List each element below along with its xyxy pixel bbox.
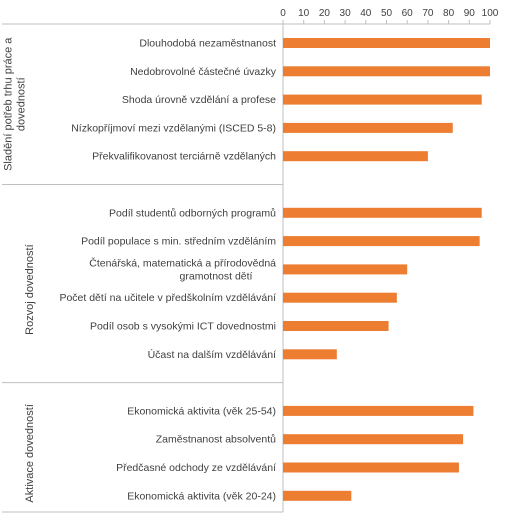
x-tick-label: 60 [402,8,414,19]
bar [283,94,482,105]
category-label: Překvalifikovanost terciárně vzdělaných [92,151,276,163]
category-label: Účast na dalším vzdělávání [148,348,276,361]
bar [283,321,389,331]
group-label: Rozvoj dovedností [24,244,36,335]
bar [283,207,482,218]
bar [283,236,480,247]
x-tick-label: 10 [298,8,310,19]
group-label: Sladění potřeb trhu práce a [3,37,15,171]
x-tick-label: 80 [443,8,455,19]
category-label: Dlouhodobá nezaměstnanost [139,38,276,50]
bar [283,292,397,303]
category-label: Podíl osob s vysokými ICT dovednostmi [90,321,276,333]
category-label: Shoda úrovně vzdělání a profese [122,94,276,106]
bar [283,462,459,473]
bar [283,122,453,133]
category-label: Podíl studentů odborných programů [109,207,276,219]
group-label: Aktivace dovedností [24,404,36,502]
category-label: gramotnost dětí [180,270,253,282]
category-label: Počet dětí na učitele v předškolním vzdě… [59,292,276,304]
category-label: Zaměstnanost absolventů [156,434,276,446]
category-label: Ekonomická aktivita (věk 25-54) [127,405,276,417]
x-tick-label: 30 [340,8,352,19]
category-label: Podíl populace s min. středním vzděláním [81,236,276,248]
category-label: Nízkopříjmoví mezi vzdělanými (ISCED 5-8… [71,122,276,134]
bar [283,66,490,77]
category-label: Předčasné odchody ze vzdělávání [116,462,276,474]
x-tick-label: 20 [319,8,331,19]
bar [283,434,464,445]
category-label: Nedobrovolné částečné úvazky [130,66,277,78]
x-tick-label: 40 [360,8,372,19]
bar [283,490,352,501]
category-label: Čtenářská, matematická a přírodovědná [89,256,276,269]
x-tick-label: 90 [464,8,476,19]
bar [283,349,337,360]
x-tick-label: 0 [280,8,286,19]
category-label: Ekonomická aktivita (věk 20-24) [127,490,276,502]
x-tick-label: 70 [422,8,434,19]
bar [283,38,490,48]
bar [283,151,428,162]
bar [283,405,474,416]
bar [283,264,408,275]
x-tick-label: 100 [482,8,499,19]
group-label: dovedností [16,77,28,131]
x-tick-label: 50 [381,8,393,19]
